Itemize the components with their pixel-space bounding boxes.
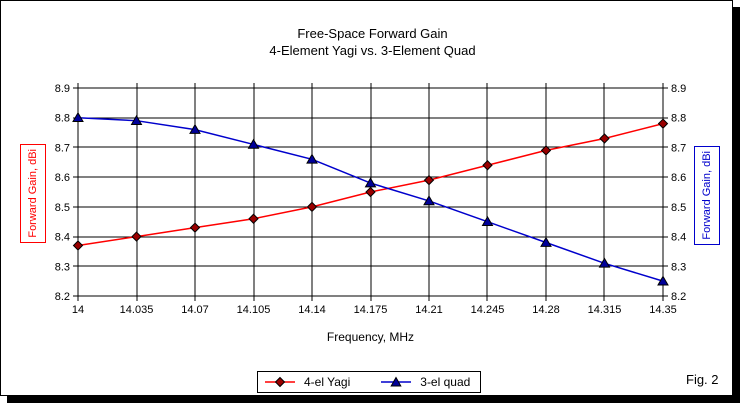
y-tick-label-right: 8.7 [671, 142, 686, 154]
legend-label-quad: 3-el quad [420, 375, 471, 389]
quad-line-marker-icon [381, 376, 412, 388]
diamond-marker-icon [72, 240, 84, 251]
x-tick-label: 14.14 [298, 304, 326, 316]
x-axis-label: Frequency, MHz [326, 330, 415, 344]
legend-entry-quad: 3-el quad [381, 375, 470, 389]
diamond-marker-icon [540, 145, 552, 156]
diamond-marker-icon [306, 201, 318, 213]
triangle-marker-icon [481, 215, 494, 227]
diamond-marker-icon [657, 118, 669, 129]
y-axis-label-left: Forward Gain, dBi [20, 144, 46, 243]
y-tick-label-left: 8.5 [55, 202, 70, 214]
x-tick-label: 14 [72, 304, 84, 316]
y-tick-label-left: 8.9 [55, 83, 70, 95]
chart-title: Free-Space Forward Gain 4-Element Yagi v… [6, 25, 739, 59]
y-tick-label-right: 8.2 [671, 291, 686, 303]
y-tick-label-left: 8.4 [55, 232, 70, 244]
x-tick-label: 14.315 [588, 304, 622, 316]
y-tick-label-right: 8.5 [671, 202, 686, 214]
y-axis-label-left-text: Forward Gain, dBi [27, 149, 39, 238]
diamond-marker-icon [365, 186, 376, 198]
chart-frame [0, 0, 733, 396]
series-3-el-quad [72, 111, 669, 286]
x-tick-label: 14.175 [354, 304, 388, 316]
y-tick-label-right: 8.4 [671, 232, 686, 244]
triangle-marker-icon [189, 123, 201, 134]
y-axis-label-right-text: Forward Gain, dBi [701, 151, 713, 240]
legend-label-yagi: 4-el Yagi [304, 375, 351, 389]
x-tick-label: 14.105 [237, 304, 271, 316]
triangle-marker-icon [598, 257, 611, 268]
legend: 4-el Yagi 3-el quad [257, 371, 481, 393]
triangle-marker-icon [364, 177, 377, 188]
triangle-marker-icon [423, 195, 435, 206]
y-tick-label-right: 8.3 [671, 261, 686, 273]
chart-title-line2: 4-Element Yagi vs. 3-Element Quad [269, 43, 476, 58]
x-tick-label: 14.35 [649, 304, 677, 316]
triangle-marker-icon [247, 138, 260, 149]
x-tick-label: 14.28 [532, 304, 560, 316]
tick-labels: 8.9 8.9 8.8 8.8 8.7 8.7 8.6 8.6 8.5 8.5 8.4 8.4 8.3 8… [55, 83, 687, 316]
diamond-marker-icon [248, 213, 259, 224]
y-tick-label-left: 8.8 [55, 113, 70, 125]
y-tick-label-left: 8.3 [55, 261, 70, 273]
y-tick-label-right: 8.8 [671, 113, 686, 125]
diamond-marker-icon [482, 160, 493, 171]
diamond-marker-icon [599, 133, 610, 144]
y-tick-label-left: 8.7 [55, 142, 70, 154]
chart-title-line1: Free-Space Forward Gain [297, 26, 448, 41]
yagi-line-marker-icon [265, 376, 295, 388]
diamond-marker-icon [423, 174, 435, 186]
x-tick-label: 14.245 [471, 304, 505, 316]
triangle-marker-icon [540, 236, 552, 247]
x-tick-label: 14.035 [120, 304, 154, 316]
triangle-marker-icon [306, 153, 318, 164]
y-axis-label-right: Forward Gain, dBi [694, 146, 720, 245]
diamond-marker-icon [189, 222, 201, 233]
series-4-el-yagi [72, 118, 669, 251]
triangle-marker-icon [72, 111, 84, 123]
triangle-marker-icon [130, 114, 143, 125]
y-tick-label-right: 8.6 [671, 172, 686, 184]
y-tick-label-left: 8.6 [55, 172, 70, 184]
y-tick-label-left: 8.2 [55, 291, 70, 303]
diamond-marker-icon [131, 231, 142, 242]
x-tick-label: 14.21 [415, 304, 443, 316]
y-tick-label-right: 8.9 [671, 83, 686, 95]
triangle-marker-icon [657, 275, 669, 286]
figure-number: Fig. 2 [686, 372, 719, 387]
legend-entry-yagi: 4-el Yagi [265, 375, 350, 389]
x-tick-label: 14.07 [181, 304, 209, 316]
